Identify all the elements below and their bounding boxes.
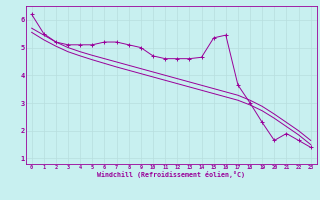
X-axis label: Windchill (Refroidissement éolien,°C): Windchill (Refroidissement éolien,°C) — [97, 171, 245, 178]
